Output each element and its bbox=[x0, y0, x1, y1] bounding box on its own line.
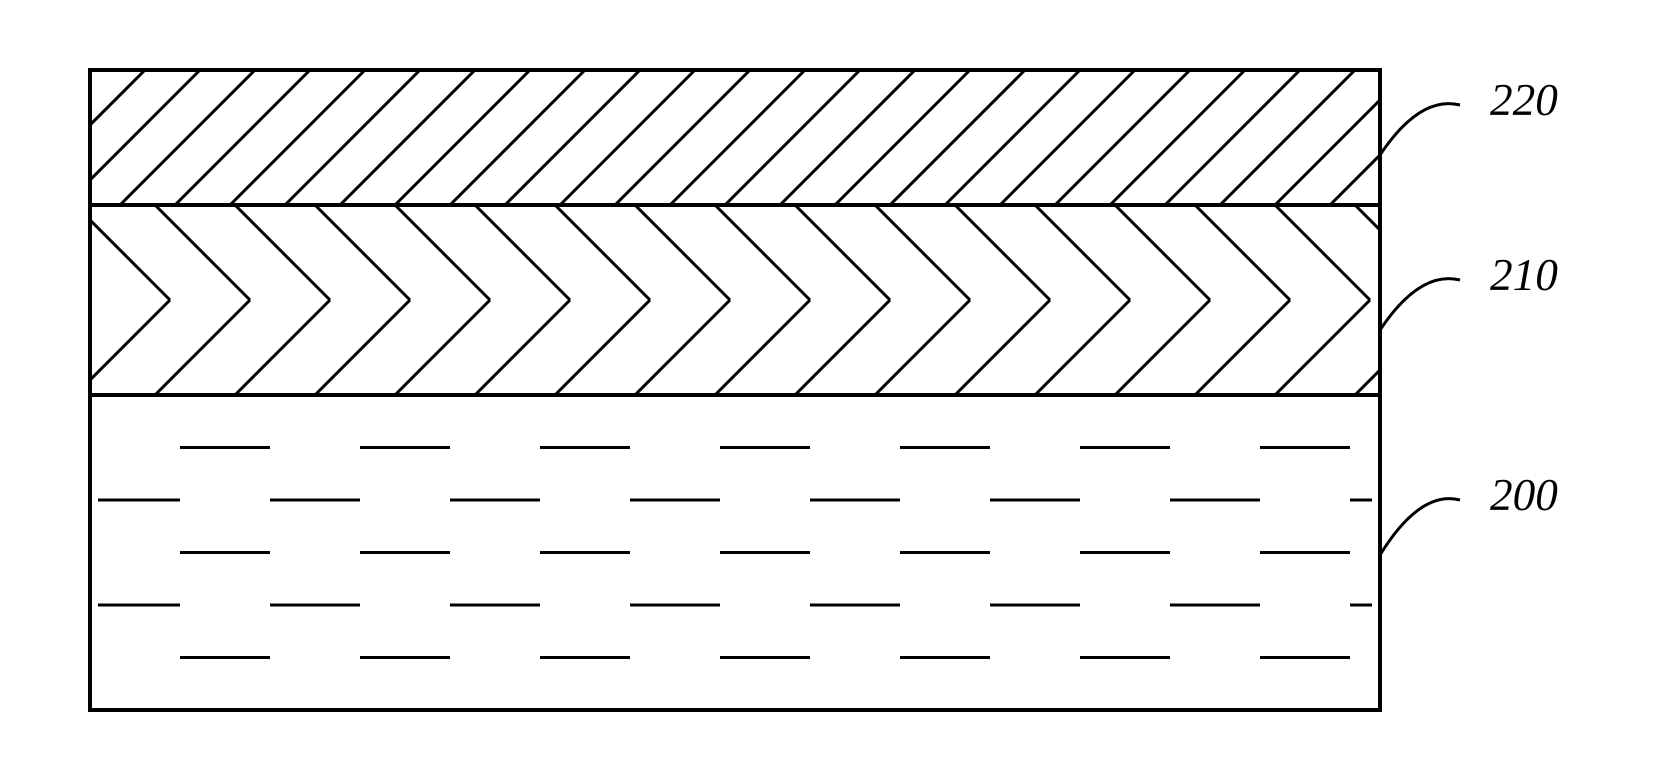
layer-top-hatch bbox=[0, 70, 1520, 205]
cross-section-diagram: 220 210 200 bbox=[0, 0, 1666, 781]
label-middle: 210 bbox=[1490, 250, 1558, 300]
leader-top bbox=[1380, 104, 1460, 155]
leader-middle bbox=[1380, 279, 1460, 330]
layer-middle-hatch bbox=[0, 205, 1530, 395]
outer-box bbox=[90, 70, 1380, 710]
label-top: 220 bbox=[1490, 75, 1558, 125]
label-bottom: 200 bbox=[1490, 470, 1558, 520]
layer-bottom-hatch bbox=[98, 448, 1372, 658]
leader-bottom bbox=[1380, 499, 1460, 555]
